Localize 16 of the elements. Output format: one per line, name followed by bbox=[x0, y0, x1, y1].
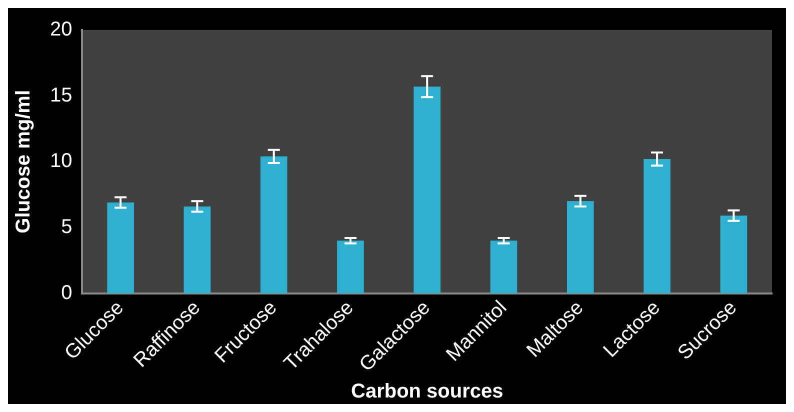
bar bbox=[184, 206, 211, 294]
bar bbox=[720, 216, 748, 294]
bar bbox=[260, 156, 288, 294]
y-tick-label: 15 bbox=[50, 84, 72, 106]
bar bbox=[337, 240, 364, 294]
x-axis-title: Carbon sources bbox=[350, 380, 504, 403]
bar bbox=[566, 201, 594, 294]
y-tick-label: 20 bbox=[50, 18, 72, 41]
y-tick-label: 0 bbox=[61, 282, 72, 304]
bar bbox=[414, 86, 441, 294]
y-axis-title: Glucose mg/ml bbox=[12, 90, 35, 234]
bar bbox=[107, 202, 134, 294]
bar bbox=[644, 159, 670, 294]
bar bbox=[490, 240, 518, 294]
y-tick-label: 5 bbox=[61, 216, 72, 238]
y-tick-label: 10 bbox=[50, 150, 72, 172]
